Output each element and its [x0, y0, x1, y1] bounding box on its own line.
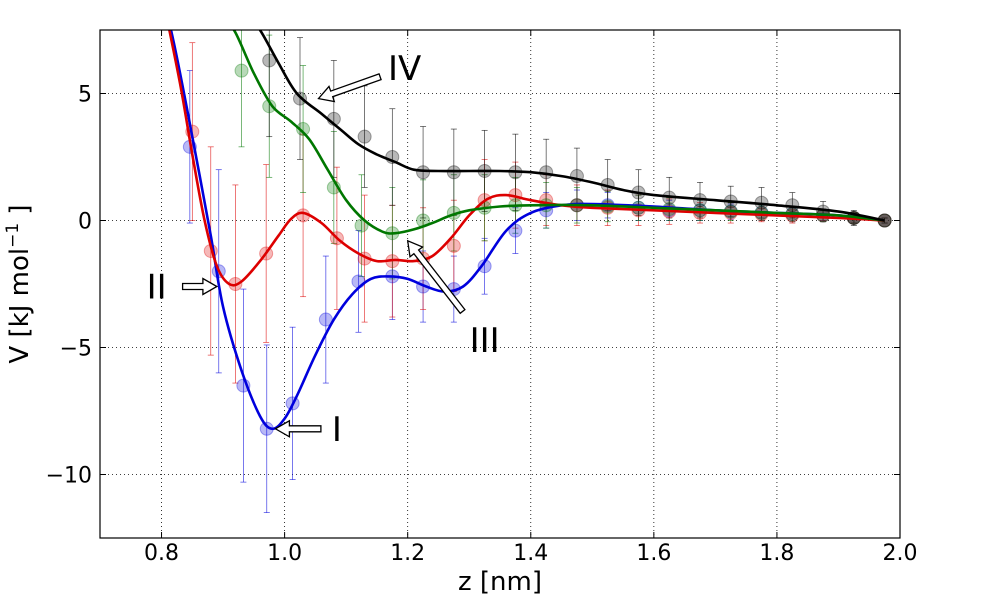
x-tick-label: 1.4	[513, 541, 548, 566]
green-data-point	[234, 63, 249, 78]
annotation-arrow	[274, 419, 322, 438]
black-data-point	[357, 129, 372, 144]
black-data-point	[293, 91, 307, 106]
blue-series-curve	[169, 30, 885, 431]
data-markers	[182, 53, 892, 436]
y-axis-label: V [kJ mol−1 ]	[3, 204, 35, 363]
annotation-label: IV	[388, 49, 421, 89]
grid-lines	[100, 30, 901, 538]
y-tick-label: 5	[78, 83, 92, 108]
annotation-label: III	[470, 321, 500, 361]
y-tick-label: −10	[46, 464, 92, 489]
y-axis-label-superscript: −1	[3, 223, 23, 248]
annotation-arrow	[317, 73, 382, 103]
blue-data-point	[508, 223, 523, 238]
y-axis-label-end: ]	[5, 204, 35, 222]
x-tick-label: 0.8	[144, 541, 179, 566]
annotation-arrow	[406, 239, 466, 315]
x-axis-label: z [nm]	[458, 567, 542, 597]
annotation-label: II	[147, 268, 167, 308]
x-tick-label: 1.8	[759, 541, 794, 566]
fitted-curves	[168, 30, 885, 431]
x-tick-label: 1.0	[267, 541, 302, 566]
error-bars	[186, 30, 888, 513]
x-tick-label: 1.2	[390, 541, 425, 566]
red-data-point	[446, 238, 461, 253]
y-tick-label: −5	[60, 337, 92, 362]
green-series-curve	[232, 30, 885, 235]
black-series-curve	[258, 30, 885, 222]
x-tick-label: 2.0	[883, 541, 918, 566]
axis-ticks: 0.8 1.0 1.2 1.4 1.6 1.8 2.0 5 0 −5 −10	[46, 30, 918, 566]
green-data-point	[296, 122, 311, 137]
annotation-label: I	[332, 410, 342, 450]
annotation-arrow	[181, 277, 219, 296]
black-data-point	[416, 165, 431, 180]
plot-frame	[99, 29, 901, 539]
y-axis-label-main: V [kJ mol	[5, 248, 35, 364]
x-tick-label: 1.6	[636, 541, 671, 566]
blue-data-point	[351, 274, 366, 289]
red-series-curve	[168, 30, 885, 287]
y-tick-label: 0	[78, 210, 92, 235]
